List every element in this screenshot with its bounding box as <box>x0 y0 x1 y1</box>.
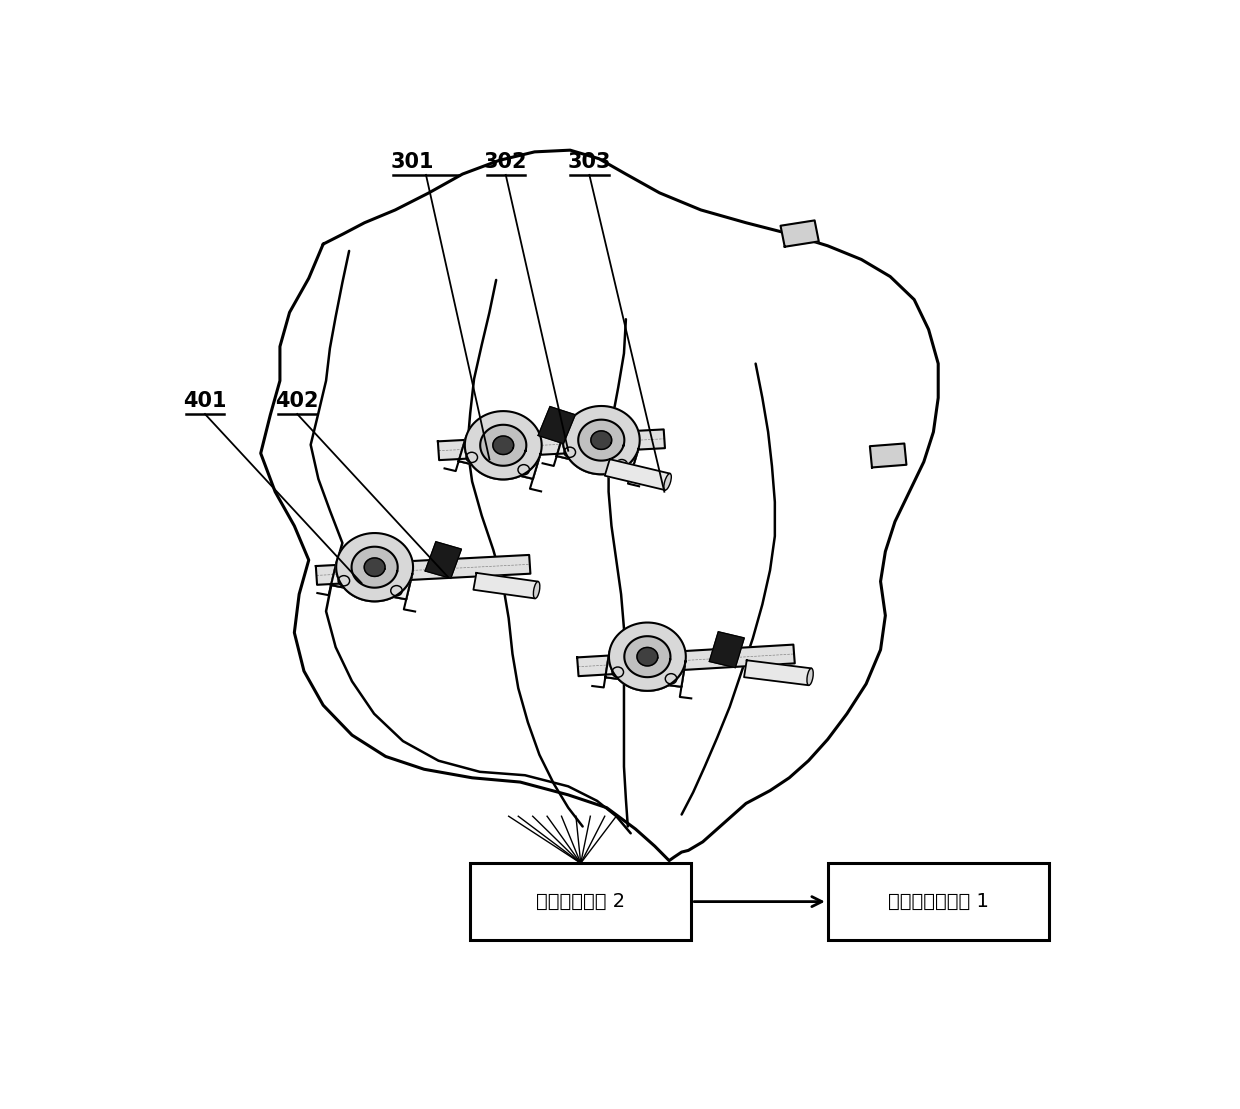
Bar <box>828 863 1049 940</box>
Polygon shape <box>624 637 671 678</box>
Text: 动平衡分析系统 1: 动平衡分析系统 1 <box>888 892 988 912</box>
Polygon shape <box>557 435 637 474</box>
Polygon shape <box>465 411 542 479</box>
Text: 303: 303 <box>568 152 611 172</box>
Polygon shape <box>591 431 611 449</box>
Polygon shape <box>605 655 684 686</box>
Polygon shape <box>538 407 575 444</box>
Text: 402: 402 <box>275 390 319 410</box>
Ellipse shape <box>663 474 671 490</box>
Polygon shape <box>744 660 811 685</box>
Polygon shape <box>637 648 657 665</box>
Text: 301: 301 <box>391 152 434 172</box>
Polygon shape <box>438 429 665 460</box>
Ellipse shape <box>533 581 539 599</box>
Polygon shape <box>605 459 670 490</box>
Polygon shape <box>709 632 744 668</box>
Polygon shape <box>480 425 526 466</box>
Polygon shape <box>365 558 384 577</box>
Polygon shape <box>609 622 686 691</box>
Polygon shape <box>577 644 795 676</box>
Polygon shape <box>474 573 538 599</box>
Polygon shape <box>492 436 513 455</box>
Polygon shape <box>316 554 531 584</box>
Polygon shape <box>563 406 640 475</box>
Polygon shape <box>336 533 413 601</box>
Text: 302: 302 <box>484 152 527 172</box>
Polygon shape <box>870 444 906 468</box>
Polygon shape <box>578 419 625 460</box>
Polygon shape <box>459 439 539 479</box>
Polygon shape <box>425 541 461 579</box>
Text: 数据采集系统 2: 数据采集系统 2 <box>536 892 625 912</box>
Polygon shape <box>331 563 412 599</box>
Text: 401: 401 <box>184 390 227 410</box>
Ellipse shape <box>807 669 813 685</box>
Polygon shape <box>352 547 398 588</box>
Polygon shape <box>780 221 818 247</box>
Bar <box>470 863 691 940</box>
